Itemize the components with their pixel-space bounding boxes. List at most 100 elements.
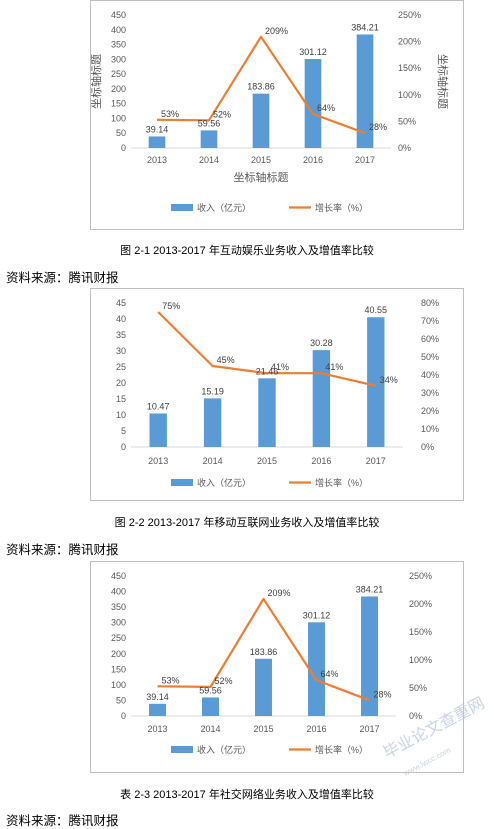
chart-1-ytick-label: 0 [121,143,126,153]
chart-2-bar [149,413,167,447]
chart-1-bar-label: 39.14 [146,124,169,134]
chart-3-y2tick-label: 200% [409,599,432,609]
chart-2-ytick-label: 40 [116,314,126,324]
chart-3-line-label: 64% [321,669,339,679]
chart-3-y2tick-label: 250% [409,571,432,581]
chart-1-xtick-label: 2017 [355,155,375,165]
chart-1-line-label: 209% [265,26,288,36]
chart-2-ytick-label: 45 [116,298,126,308]
chart-1-line-label: 53% [161,109,179,119]
chart-2-line-label: 34% [380,375,398,385]
chart-1-xtick-label: 2013 [147,155,167,165]
chart-3-ytick-label: 0 [121,711,126,721]
chart-3-line-label: 52% [215,676,233,686]
chart-2-line-label: 45% [217,355,235,365]
chart-3-xtick-label: 2015 [253,724,273,734]
chart-2-line-label: 41% [271,362,289,372]
chart-1-y-axis-title: 坐标轴标题 [91,54,103,109]
chart-3-y2tick-label: 50% [409,683,427,693]
chart-2-ytick-label: 30 [116,346,126,356]
chart-1-x-axis-title: 坐标轴标题 [234,170,289,184]
chart-2-y2tick-label: 80% [421,298,439,308]
chart-1-y2tick-label: 50% [398,116,416,126]
chart-3-ytick-label: 450 [111,571,126,581]
chart-1-bar [356,34,374,149]
chart-3-ytick-label: 350 [111,602,126,612]
chart-3-ytick-label: 150 [111,664,126,674]
chart-2-ytick-label: 0 [121,442,126,452]
chart-1-growth-line [156,35,366,135]
chart-3-bar [255,658,272,716]
chart-3-bar [149,703,166,716]
chart-3-line-label: 209% [268,588,291,598]
chart-3-xtick-label: 2017 [359,724,379,734]
chart-1-y2tick-label: 100% [398,90,421,100]
chart-2-y2tick-label: 40% [421,370,439,380]
chart-1-line-label: 52% [213,109,231,119]
chart-1-legend-bar-swatch [171,204,193,211]
chart-3-bar-label: 39.14 [146,692,169,702]
chart-3-bar-label: 384.21 [356,584,384,594]
chart-2-ytick-label: 15 [116,394,126,404]
chart-3-bar-label: 183.86 [250,647,278,657]
chart-3-ytick-label: 100 [111,680,126,690]
figure-3-source: 资料来源：腾讯财报 [6,814,119,828]
chart-1-y2tick-label: 200% [398,37,421,47]
chart-3-ytick-label: 250 [111,633,126,643]
chart-2-bar [367,317,385,447]
chart-2-y2tick-label: 30% [421,388,439,398]
chart-3-y2tick-label: 100% [409,655,432,665]
chart-3-xtick-label: 2016 [306,724,326,734]
chart-3-bar [202,697,219,716]
figure-1-source: 资料来源：腾讯财报 [6,271,119,285]
chart-1-bar [200,130,218,148]
chart-2-bar [258,378,276,447]
chart-2-legend-line-label: 增长率（%） [315,477,368,488]
chart-3-line-label: 53% [162,675,180,685]
chart-3-legend-bar-swatch [171,746,193,753]
chart-1-y2tick-label: 0% [398,143,411,153]
chart-2: 0 5 10 15 20 25 30 35 40 45 0% 10% 20% 30% 40% 50% 60% 70… [90,288,464,501]
chart-1-ytick-label: 450 [111,10,126,20]
chart-1-bar-label: 183.86 [247,82,275,92]
chart-1-ytick-label: 100 [111,113,126,123]
chart-3-bar [361,596,378,716]
chart-2-line-label: 41% [325,362,343,372]
chart-3: 0 50 100 150 200 250 300 350 400 450 0% 50% 100% 150%… [90,561,464,773]
chart-1-bar [148,136,166,148]
figure-1-caption: 图 2-1 2013-2017 年互动娱乐业务收入及增值率比较 [120,245,374,257]
figure-2-caption: 图 2-2 2013-2017 年移动互联网业务收入及增值率比较 [114,517,380,529]
chart-2-xtick-label: 2016 [311,456,331,466]
chart-2-line-label: 75% [162,301,180,311]
chart-1-legend-line-label: 增长率（%） [315,202,368,213]
chart-3-line-label: 28% [374,689,392,699]
chart-2-y2tick-label: 0% [421,442,434,452]
chart-3-ytick-label: 200 [111,649,126,659]
chart-3-xtick-label: 2014 [200,724,220,734]
chart-2-xtick-label: 2013 [148,456,168,466]
chart-1-ytick-label: 150 [111,99,126,109]
chart-1-bar-label: 59.56 [198,118,221,128]
chart-3-y2tick-label: 150% [409,627,432,637]
chart-2-ytick-label: 10 [116,410,126,420]
chart-2-ytick-label: 20 [116,378,126,388]
chart-1-line-label: 64% [317,103,335,113]
chart-3-y2tick-label: 0% [409,711,422,721]
chart-3-ytick-label: 300 [111,618,126,628]
chart-2-xtick-label: 2014 [203,456,223,466]
chart-1-ytick-label: 50 [116,128,126,138]
chart-2-bar-label: 10.47 [147,401,170,411]
chart-2-y2tick-label: 60% [421,334,439,344]
chart-1-ytick-label: 400 [111,25,126,35]
chart-2-bar-label: 40.55 [365,305,388,315]
chart-1-xtick-label: 2014 [199,155,219,165]
chart-2-svg: 0 5 10 15 20 25 30 35 40 45 0% 10% 20% 30% 40% 50% 60% 70… [116,298,439,488]
chart-1-bar-label: 384.21 [351,22,379,32]
chart-2-y2tick-label: 10% [421,424,439,434]
chart-3-legend-bar-label: 收入（亿元） [197,744,251,755]
chart-3-bar-label: 59.56 [199,685,222,695]
chart-2-y2tick-label: 50% [421,352,439,362]
chart-2-ytick-label: 35 [116,330,126,340]
chart-2-xtick-label: 2015 [257,456,277,466]
chart-3-bar-label: 301.12 [303,610,331,620]
